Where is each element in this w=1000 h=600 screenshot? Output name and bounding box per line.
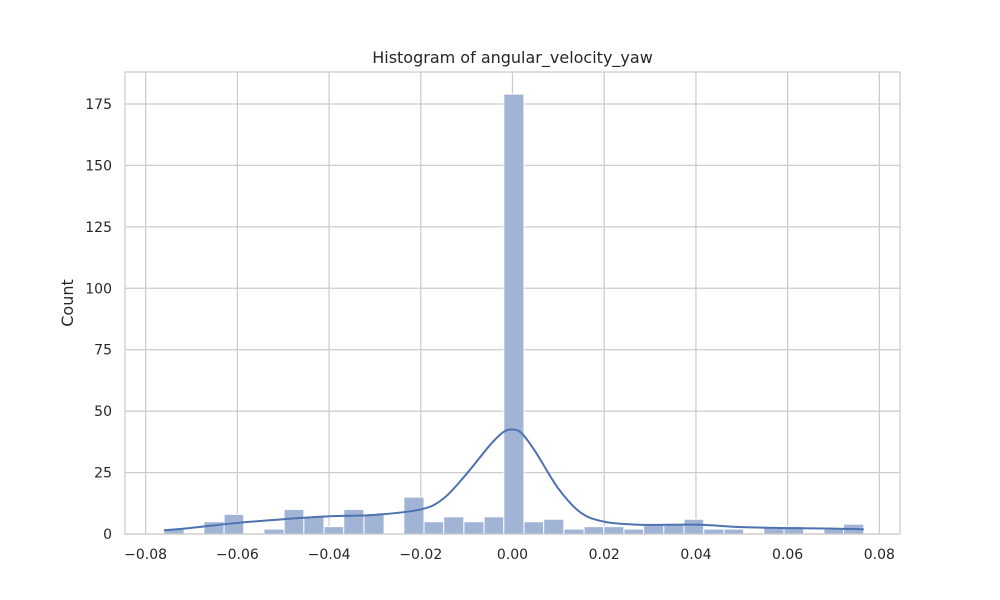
y-tick-label: 100	[85, 281, 112, 297]
histogram-bar	[283, 508, 305, 535]
x-tick-label: 0.04	[680, 547, 711, 563]
histogram-bar	[603, 526, 625, 535]
x-tick-label: 0.02	[589, 547, 620, 563]
y-tick-label: 25	[94, 466, 112, 482]
x-tick-label: −0.08	[124, 547, 167, 563]
histogram-bar	[823, 528, 845, 535]
histogram-bar	[703, 528, 725, 535]
histogram-bar	[423, 521, 445, 535]
histogram-bar	[483, 516, 505, 535]
chart-title: Histogram of angular_velocity_yaw	[372, 48, 653, 68]
histogram-bar	[323, 526, 345, 535]
plot-frame	[124, 71, 901, 535]
histogram-bar	[543, 518, 565, 535]
y-tick-labels: 0 25 50 75 100 125 150 175	[85, 97, 112, 543]
kde-line	[163, 428, 864, 532]
y-tick-label: 150	[85, 158, 112, 174]
histogram-bar	[523, 521, 545, 535]
x-tick-label: 0.08	[864, 547, 895, 563]
x-tick-label: −0.02	[399, 547, 442, 563]
x-tick-label: −0.04	[308, 547, 351, 563]
histogram-bar	[463, 521, 485, 535]
y-axis-title: Count	[58, 279, 77, 327]
histogram-bar	[563, 528, 585, 535]
histogram-bar	[263, 528, 285, 535]
y-tick-label: 0	[103, 527, 112, 543]
histogram-bar	[343, 508, 365, 535]
y-tick-label: 125	[85, 220, 112, 236]
histogram-bar	[583, 526, 605, 535]
y-tick-label: 75	[94, 343, 112, 359]
x-tick-label: −0.06	[216, 547, 259, 563]
histogram-bar	[363, 513, 385, 535]
histogram-bar	[683, 518, 705, 535]
histogram-bar	[203, 521, 225, 535]
histogram-bar	[503, 93, 525, 535]
histogram-bar	[623, 528, 645, 535]
kde-curve-group	[163, 428, 864, 532]
x-tick-labels: −0.08 −0.06 −0.04 −0.02 0.00 0.02 0.04 0.06 0.08	[124, 547, 895, 563]
histogram-bar	[443, 516, 465, 535]
x-tick-label: 0.00	[497, 547, 528, 563]
histogram-bar	[723, 528, 745, 535]
histogram-bar	[403, 496, 425, 535]
y-tick-label: 175	[85, 97, 112, 113]
histogram-bar	[303, 516, 325, 535]
y-tick-label: 50	[94, 404, 112, 420]
x-tick-label: 0.06	[772, 547, 803, 563]
